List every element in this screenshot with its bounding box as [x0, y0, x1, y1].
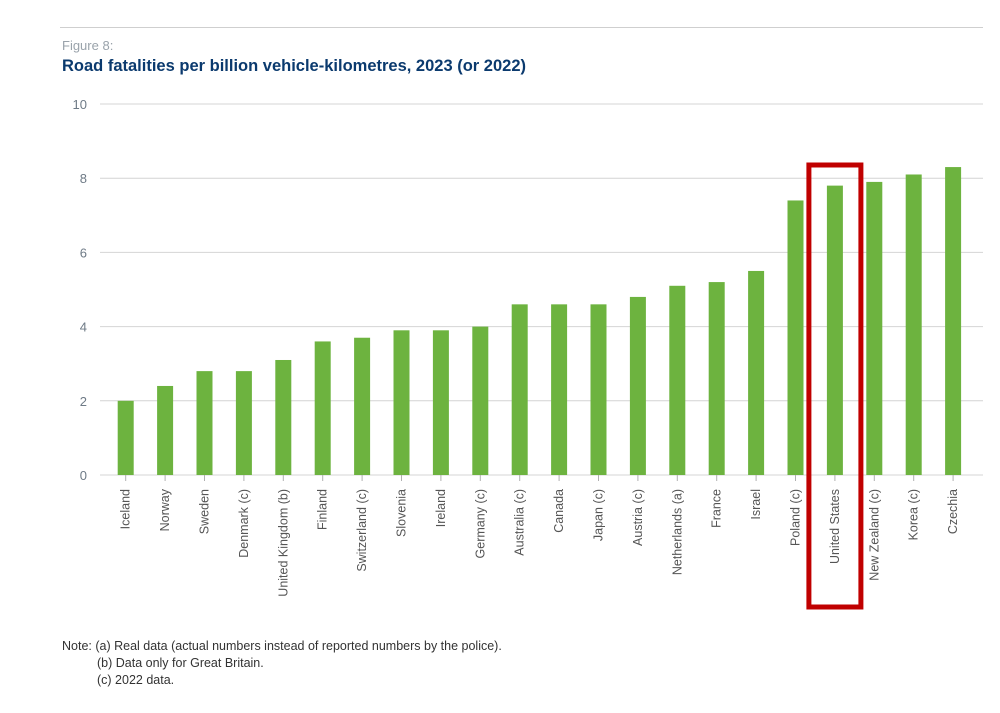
y-tick-label: 10	[73, 97, 87, 112]
x-tick-label: United States	[828, 489, 842, 564]
x-tick-label: Norway	[158, 488, 172, 531]
y-tick-label: 0	[80, 468, 87, 483]
bar-australia-c	[511, 304, 528, 475]
x-tick-label: Israel	[749, 489, 763, 520]
x-tick-label: Switzerland (c)	[355, 489, 369, 572]
x-tick-label: Iceland	[119, 489, 133, 529]
bar-sweden	[196, 371, 213, 475]
x-tick-label: Canada	[552, 489, 566, 533]
x-axis-labels: Iceland Norway Sweden Denmark (c) United Kin…	[119, 475, 960, 597]
chart-notes: Note: (a) Real data (actual numbers inst…	[62, 638, 502, 689]
bar-poland-c	[787, 200, 804, 475]
bar-germany-c	[472, 326, 489, 475]
bar-finland	[314, 341, 331, 475]
y-tick-label: 8	[80, 171, 87, 186]
bar-japan-c	[590, 304, 607, 475]
bar-korea-c	[905, 174, 922, 476]
bar-ireland	[432, 330, 449, 475]
note-a: Note: (a) Real data (actual numbers inst…	[62, 639, 502, 653]
x-tick-label: France	[710, 489, 724, 528]
x-tick-label: Germany (c)	[473, 489, 487, 558]
y-tick-label: 6	[80, 245, 87, 260]
highlight-layer	[806, 162, 864, 610]
bars	[117, 167, 962, 476]
figure-label: Figure 8:	[62, 38, 114, 53]
y-axis-ticks: 0 2 4 6 8 10	[73, 97, 87, 483]
x-tick-label: Slovenia	[395, 489, 409, 537]
bar-united-kingdom-b	[275, 359, 292, 475]
x-tick-label: Czechia	[946, 489, 960, 534]
figure-title: Road fatalities per billion vehicle-kilo…	[62, 57, 527, 75]
bar-slovenia	[393, 330, 410, 475]
bar-austria-c	[629, 296, 646, 475]
bar-france	[708, 282, 725, 475]
x-tick-label: Poland (c)	[789, 489, 803, 546]
x-tick-label: Netherlands (a)	[670, 489, 684, 575]
y-tick-label: 4	[80, 320, 87, 335]
note-b: (b) Data only for Great Britain.	[97, 656, 264, 670]
bar-united-states	[826, 185, 843, 475]
x-tick-label: Finland	[316, 489, 330, 530]
note-c: (c) 2022 data.	[97, 673, 175, 687]
bar-iceland	[117, 400, 134, 475]
bar-norway	[157, 385, 174, 475]
x-tick-label: Australia (c)	[513, 489, 527, 556]
x-tick-label: Denmark (c)	[237, 489, 251, 558]
bar-czechia	[945, 167, 962, 475]
bar-new-zealand-c	[866, 181, 883, 475]
bar-canada	[551, 304, 568, 475]
bar-netherlands-a	[669, 285, 686, 475]
top-divider	[60, 27, 983, 28]
bar-israel	[748, 270, 765, 475]
x-tick-label: Korea (c)	[907, 489, 921, 540]
x-tick-label: Sweden	[198, 489, 212, 534]
x-tick-label: Japan (c)	[592, 489, 606, 541]
x-tick-label: Ireland	[434, 489, 448, 527]
x-tick-label: New Zealand (c)	[867, 489, 881, 581]
gridlines	[100, 103, 983, 476]
highlight-box	[806, 162, 864, 610]
y-tick-label: 2	[80, 394, 87, 409]
bar-switzerland-c	[354, 337, 371, 475]
bar-denmark-c	[235, 371, 252, 475]
x-tick-label: Austria (c)	[631, 489, 645, 546]
x-tick-label: United Kingdom (b)	[276, 489, 290, 597]
